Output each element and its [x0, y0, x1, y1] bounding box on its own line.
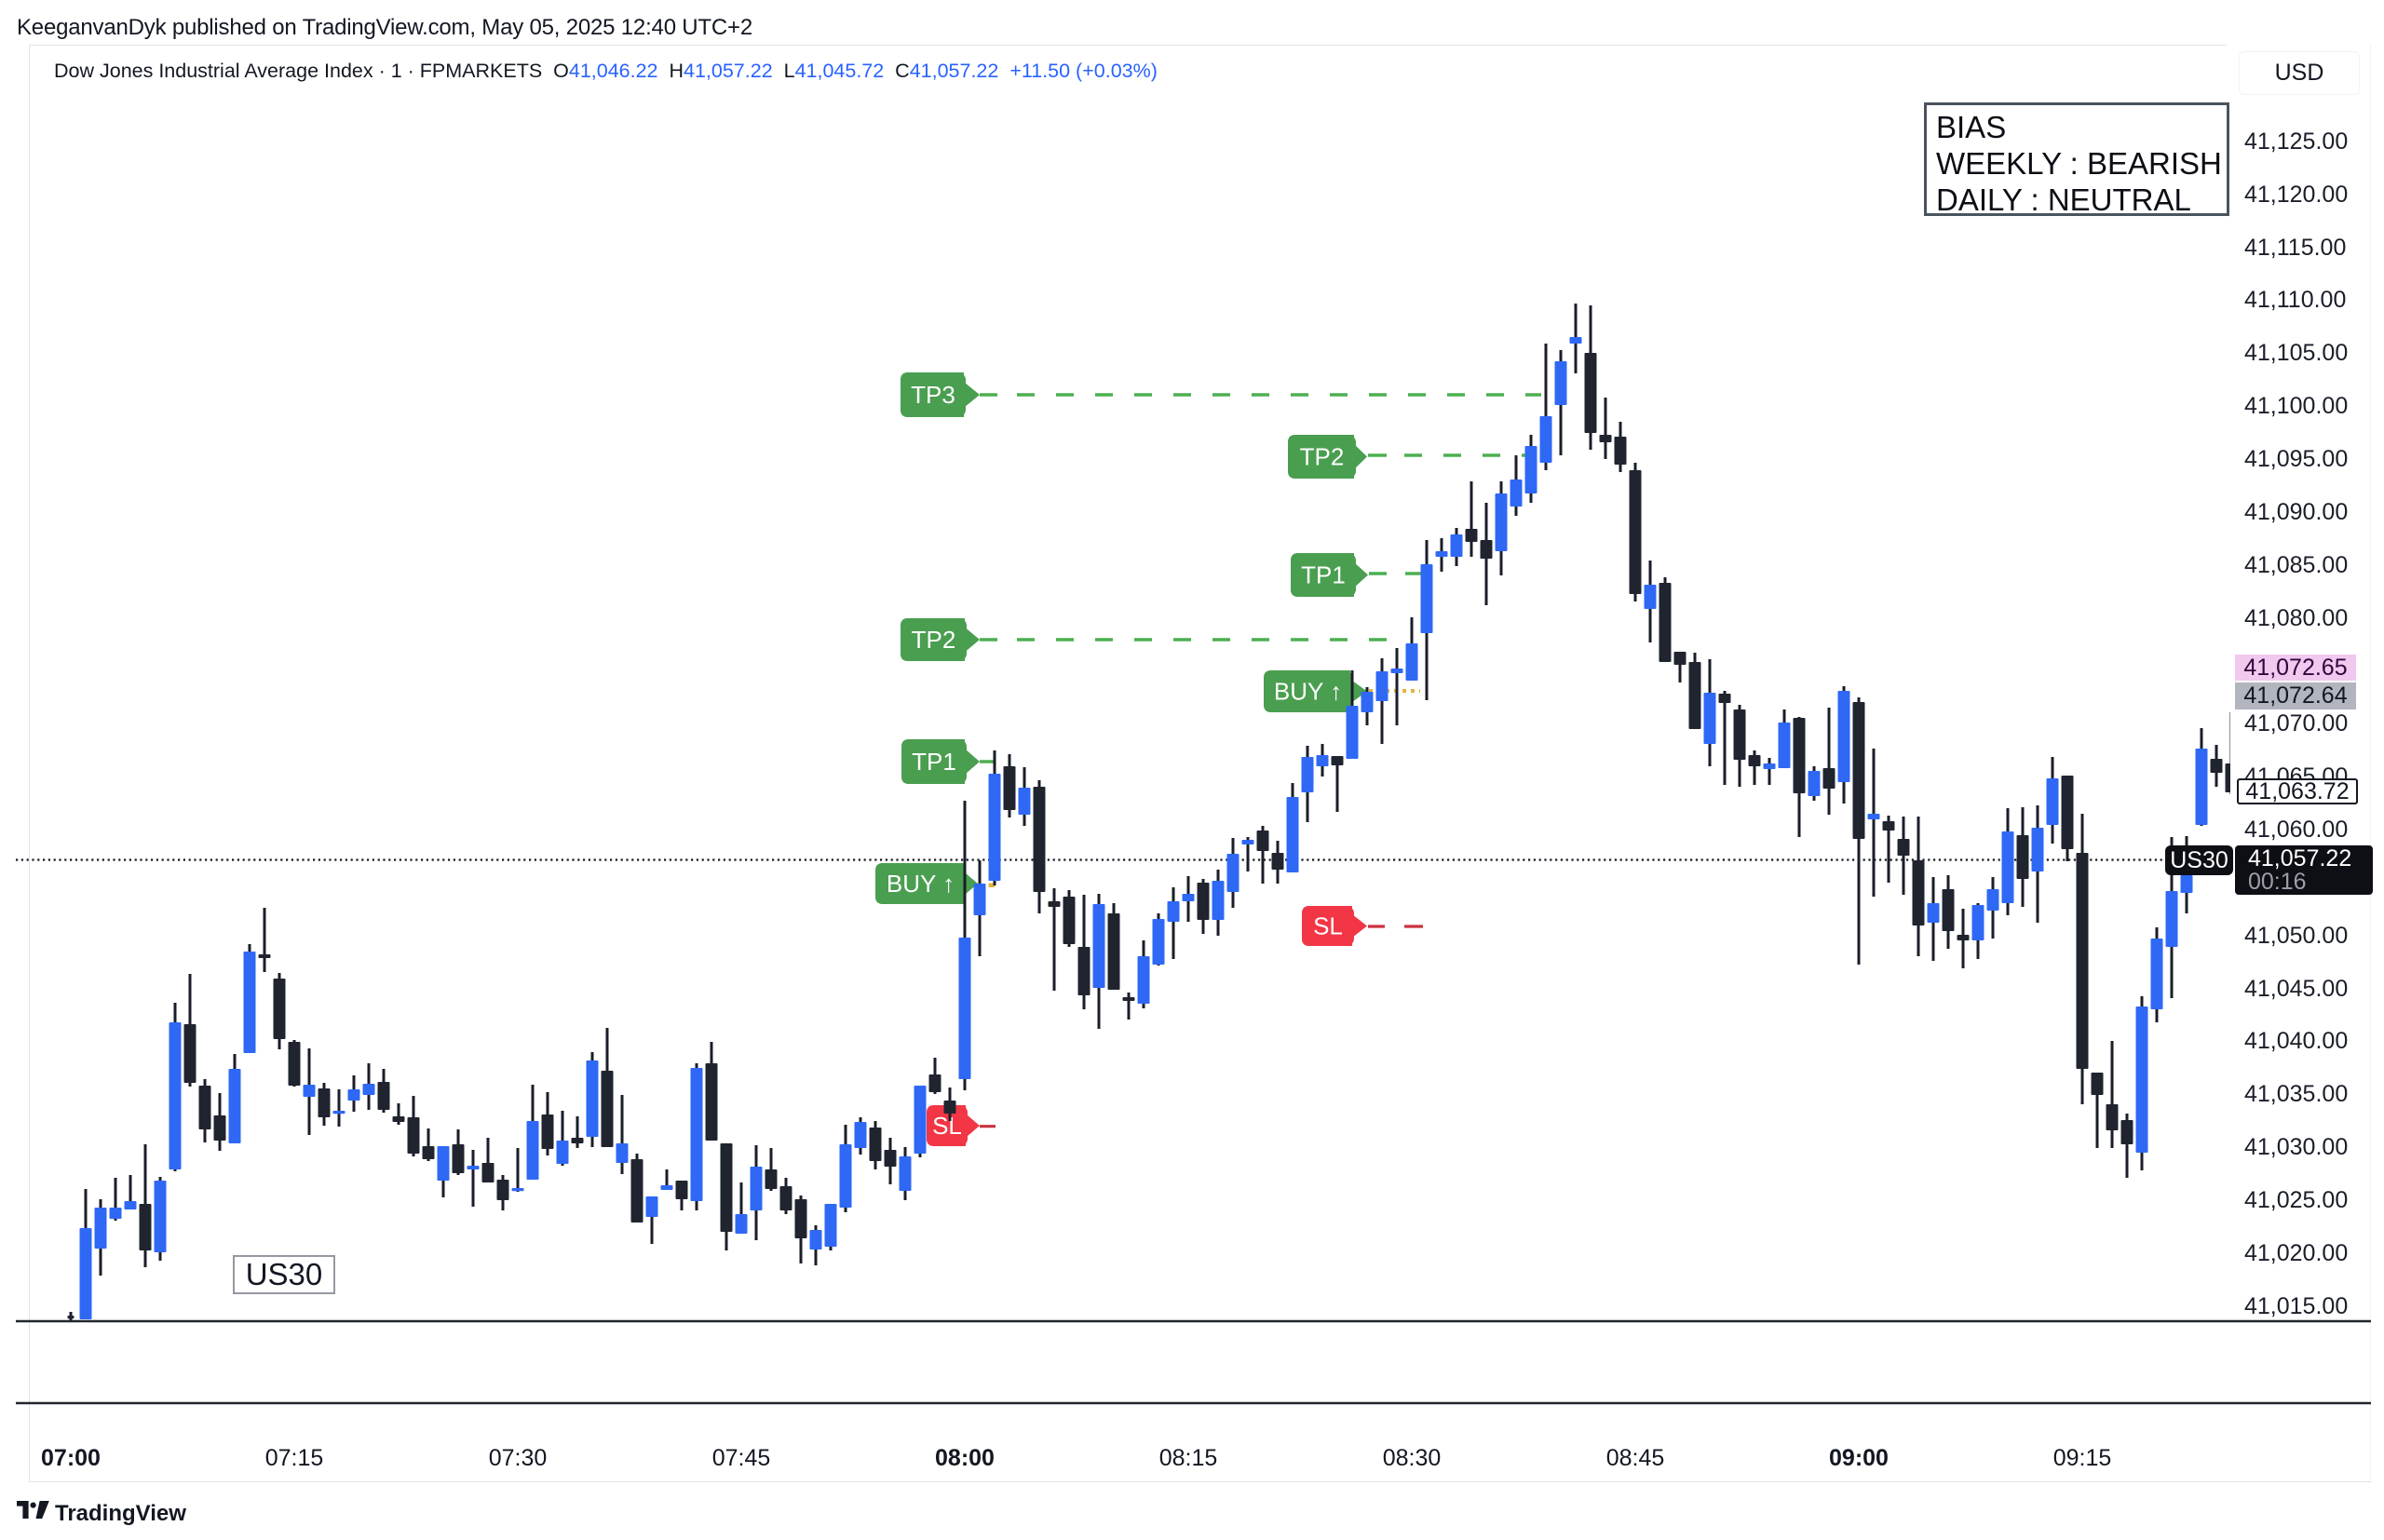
svg-text:BUY ↑: BUY ↑ — [1274, 678, 1342, 706]
svg-text:TP3: TP3 — [911, 381, 955, 409]
svg-text:TP1: TP1 — [1301, 561, 1346, 589]
svg-text:SL: SL — [1313, 912, 1343, 940]
svg-text:BUY ↑: BUY ↑ — [887, 870, 955, 898]
svg-text:TP2: TP2 — [1300, 443, 1345, 471]
svg-text:TP1: TP1 — [912, 748, 956, 776]
svg-text:SL: SL — [932, 1112, 962, 1140]
svg-text:TP2: TP2 — [912, 626, 956, 654]
